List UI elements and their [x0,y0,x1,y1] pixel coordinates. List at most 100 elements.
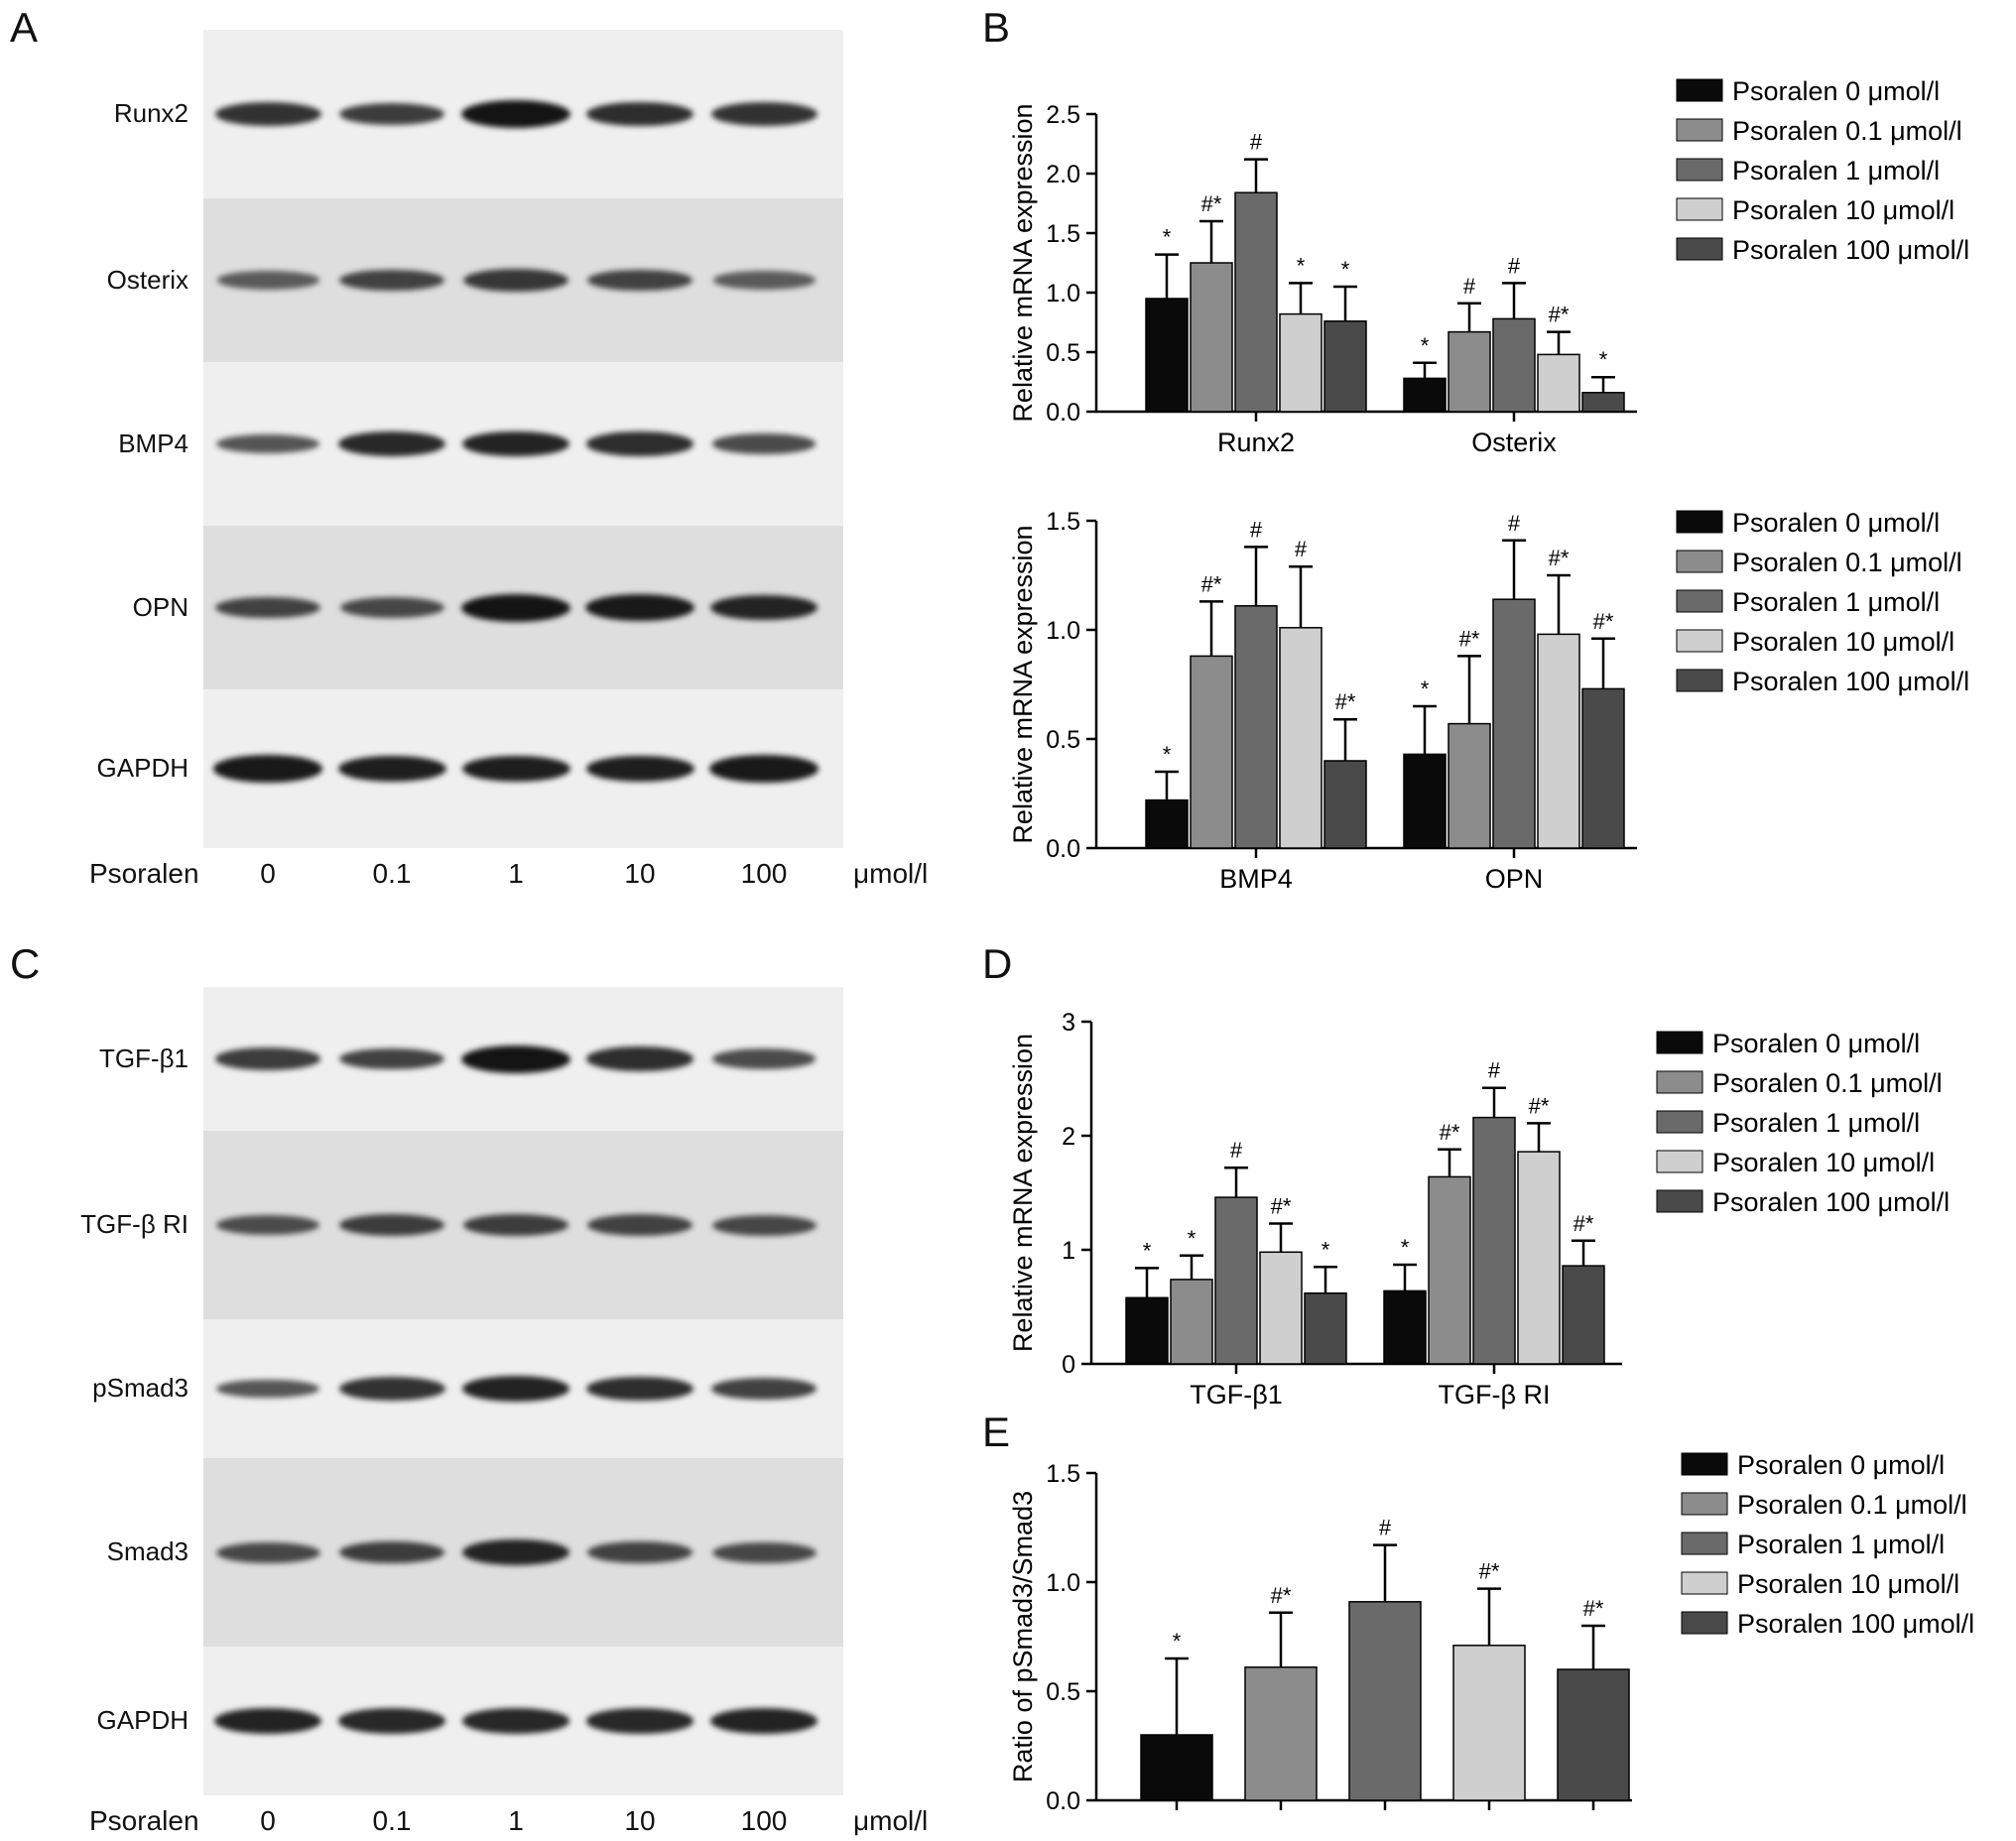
significance-mark: #* [1593,609,1614,634]
y-tick-label: 0.0 [1046,399,1080,427]
bar [1537,353,1580,413]
y-tick-label: 1.5 [1046,508,1080,536]
blot-c-band [461,1539,570,1565]
bar [1472,1116,1516,1365]
legend-swatch [1676,118,1723,142]
blot-a-band [587,269,693,292]
significance-mark: #* [1440,1120,1460,1145]
blot-a-band [709,594,819,621]
legend-label: Psoralen 10 μmol/l [1737,1569,1959,1599]
bar [1403,377,1447,413]
bar [1244,1666,1318,1801]
legend-swatch [1656,1110,1703,1134]
legend-label: Psoralen 0.1 μmol/l [1712,1068,1943,1098]
bar [1448,330,1491,413]
bar [1190,262,1233,413]
significance-mark: * [1163,742,1172,767]
bar [1428,1175,1471,1365]
blot-a-row-label: GAPDH [96,753,189,783]
bar [1581,687,1625,849]
significance-mark: #* [1583,1596,1604,1621]
bar [1190,655,1233,849]
blot-c-band [215,1047,320,1070]
legend-label: Psoralen 10 μmol/l [1732,195,1954,225]
y-tick-label: 1.0 [1046,617,1080,645]
significance-mark: #* [1529,1093,1550,1118]
blot-c-band [339,1047,444,1070]
blot-c-band [709,1708,819,1734]
blot-a-band [586,431,693,456]
blot-c-band [461,1376,570,1402]
blot-a-unit-label: μmol/l [853,858,929,889]
blot-a-band [338,430,445,457]
blot-c-concentration-label: 1 [508,1805,524,1836]
bar [1581,392,1625,413]
significance-mark: * [1163,225,1172,250]
blot-c-row-label: TGF-β1 [98,1043,189,1073]
blot-a-concentration-label: 0.1 [372,858,412,889]
y-tick-label: 2.5 [1046,101,1080,129]
panel-label-e: E [982,1409,1011,1455]
significance-mark: * [1421,333,1430,358]
panel-label-a: A [10,4,39,51]
legend-label: Psoralen 10 μmol/l [1712,1148,1935,1177]
y-tick-label: 1.5 [1046,220,1080,248]
blot-c-band [586,1708,693,1734]
significance-mark: #* [1335,689,1356,714]
bar [1214,1196,1258,1365]
bar [1448,722,1491,849]
blot-a-band [585,755,694,783]
y-tick-label: 1.0 [1046,1569,1080,1597]
blot-c-band [463,1213,568,1237]
blot-a-band [586,101,693,127]
bar [1492,598,1536,849]
bar-chart-b-runx2-osterix: 0.0 0.5 1.0 1.5 2.0 2.5 Relative mRNA expressi… [1008,76,1969,457]
blot-a-row-label: BMP4 [118,428,189,458]
legend-label: Psoralen 100 μmol/l [1737,1609,1974,1639]
bar [1323,760,1367,849]
significance-mark: # [1379,1516,1392,1540]
blot-a-band [339,102,444,126]
blot-a-band [711,433,817,454]
x-category-label: TGF-β1 [1190,1380,1283,1410]
legend-swatch [1656,1150,1703,1173]
significance-mark: #* [1201,571,1222,596]
blot-a-band [216,271,319,290]
blot-c-row-label: GAPDH [96,1705,189,1735]
blot-a-band [214,102,321,126]
blot-c-band [216,1379,319,1399]
legend-swatch [1681,1492,1728,1516]
significance-mark: * [1143,1238,1152,1263]
significance-mark: #* [1271,1194,1292,1219]
legend-swatch [1656,1031,1703,1054]
blot-a-band [461,593,570,622]
significance-mark: * [1341,257,1350,282]
legend-swatch [1676,78,1723,102]
y-tick-label: 0.0 [1046,1787,1080,1815]
blot-a-band [337,755,446,783]
bar [1348,1601,1422,1801]
legend-swatch [1681,1571,1728,1595]
blot-c-band [711,1541,817,1563]
x-category-label: Runx2 [1217,428,1295,457]
x-category-label: OPN [1485,864,1544,894]
bar [1383,1289,1427,1365]
blot-c-band [711,1378,817,1400]
significance-mark: * [1297,253,1306,278]
blot-a-band [461,755,570,783]
blot-c-band [213,1708,322,1734]
blot-a-concentration-label: 1 [508,858,524,889]
blot-a-concentration-label: 100 [740,858,788,889]
significance-mark: #* [1479,1559,1500,1584]
blot-c-concentration-label: 100 [740,1805,788,1836]
y-tick-label: 2 [1062,1123,1075,1151]
bar [1517,1151,1561,1365]
x-category-label: Osterix [1471,428,1557,457]
blot-a-band [462,268,569,293]
bar [1140,1734,1213,1801]
significance-mark: # [1463,274,1476,299]
blot-c-band [587,1214,693,1236]
bar [1234,191,1278,413]
y-tick-label: 3 [1062,1009,1075,1037]
